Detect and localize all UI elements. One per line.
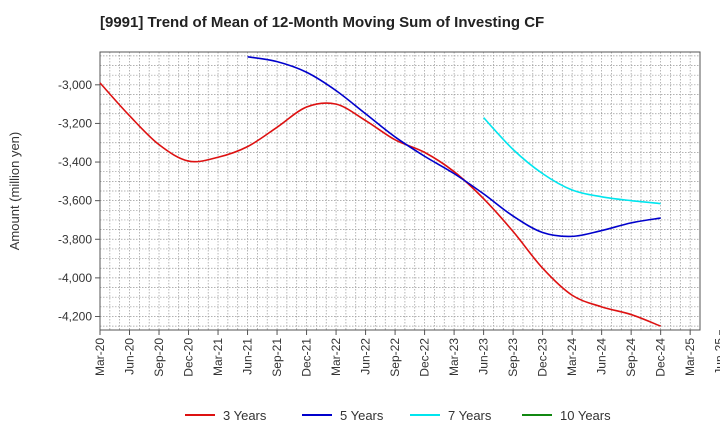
x-tick-label: Sep-24 <box>624 338 638 377</box>
x-tick-label: Mar-22 <box>329 338 343 376</box>
axis-layer: -3,000 -3,200 -3,400 -3,600 -3,800 -4,000 -4,2… <box>58 51 720 377</box>
x-tick-label: Mar-24 <box>565 338 579 376</box>
x-tick-label: Jun-21 <box>241 338 255 375</box>
y-axis-title: Amount (million yen) <box>7 132 22 251</box>
x-tick-label: Dec-20 <box>182 338 196 377</box>
y-tick-label: -4,200 <box>58 309 92 323</box>
x-tick-label: Mar-23 <box>447 338 461 376</box>
y-tick-label: -3,400 <box>58 155 92 169</box>
legend-label: 7 Years <box>448 408 492 423</box>
x-tick-label: Dec-24 <box>654 338 668 377</box>
x-tick-label: Jun-24 <box>595 338 609 375</box>
legend-label: 3 Years <box>223 408 267 423</box>
x-tick-label: Sep-23 <box>506 338 520 377</box>
x-tick-label: Mar-20 <box>93 338 107 376</box>
x-tick-label: Jun-25 <box>713 338 720 375</box>
x-tick-label: Dec-21 <box>300 338 314 377</box>
x-tick-label: Sep-21 <box>270 338 284 377</box>
y-tick-label: -3,200 <box>58 116 92 130</box>
x-tick-label: Mar-21 <box>211 338 225 376</box>
plot-frame <box>99 51 701 331</box>
x-tick-label: Sep-22 <box>388 338 402 377</box>
series-line-5-years <box>247 56 661 238</box>
legend-label: 5 Years <box>340 408 384 423</box>
y-tick-label: -4,000 <box>58 271 92 285</box>
x-tick-label: Jun-22 <box>359 338 373 375</box>
series-line-3-years <box>99 82 661 327</box>
series-line-7-years <box>483 117 661 205</box>
x-tick-label: Sep-20 <box>152 338 166 377</box>
grid-layer <box>99 52 701 330</box>
legend-label: 10 Years <box>560 408 611 423</box>
legend-layer: 3 Years 5 Years 7 Years 10 Years <box>185 408 611 423</box>
chart-title: [9991] Trend of Mean of 12-Month Moving … <box>100 14 545 31</box>
y-tick-label: -3,000 <box>58 78 92 92</box>
y-tick-label: -3,800 <box>58 232 92 246</box>
x-tick-label: Jun-23 <box>477 338 491 375</box>
x-tick-label: Mar-25 <box>683 338 697 376</box>
series-layer <box>99 56 661 327</box>
y-tick-label: -3,600 <box>58 194 92 208</box>
x-tick-label: Jun-20 <box>123 338 137 375</box>
x-tick-label: Dec-23 <box>536 338 550 377</box>
x-tick-label: Dec-22 <box>418 338 432 377</box>
